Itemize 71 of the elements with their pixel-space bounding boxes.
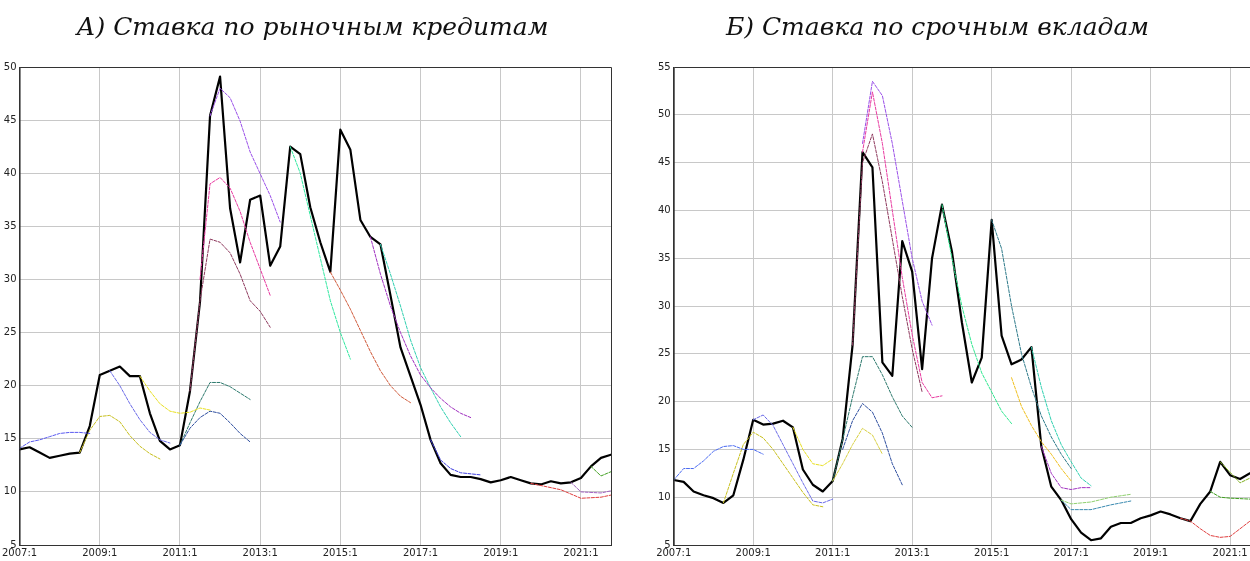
line-series <box>1209 490 1250 500</box>
y-tick-label: 20 <box>657 395 671 407</box>
line-series <box>329 271 412 404</box>
line-series <box>852 133 923 393</box>
y-tick-label: 25 <box>3 326 17 338</box>
y-tick-label: 20 <box>3 379 17 391</box>
y-tick-label: 15 <box>657 442 671 454</box>
line-series <box>991 219 1072 470</box>
line-series <box>79 414 161 460</box>
x-tick-label: 2019:1 <box>483 546 519 558</box>
line-series <box>673 445 764 481</box>
x-tick-label: 2017:1 <box>402 546 439 558</box>
line-series <box>199 176 271 296</box>
line-series <box>430 439 482 476</box>
x-tick-label: 2013:1 <box>894 546 930 558</box>
line-series <box>792 426 834 467</box>
y-tick-label: 50 <box>657 108 671 120</box>
line-series <box>139 375 211 414</box>
y-tick-label: 40 <box>3 166 17 178</box>
y-tick-label: 40 <box>657 203 671 215</box>
line-series <box>832 427 883 482</box>
x-tick-label: 2021:1 <box>1212 546 1248 558</box>
line-series <box>179 410 251 446</box>
y-tick-label: 10 <box>657 490 671 502</box>
line-series <box>862 80 933 326</box>
y-tick-label: 30 <box>3 273 17 285</box>
x-tick-label: 2013:1 <box>242 546 278 558</box>
line-series <box>1179 517 1250 538</box>
y-tick-label: 25 <box>657 347 671 359</box>
line-series <box>1030 346 1092 487</box>
x-tick-label: 2021:1 <box>563 546 599 558</box>
x-tick-label: 2009:1 <box>82 546 118 558</box>
y-tick-label: 45 <box>3 113 17 125</box>
y-tick-label: 35 <box>3 219 17 231</box>
chart-title: А) Ставка по рыночным кредитам <box>74 12 550 41</box>
line-series <box>189 238 271 392</box>
line-series <box>832 356 913 482</box>
y-tick-label: 55 <box>657 60 671 72</box>
line-series <box>289 146 351 360</box>
x-tick-label: 2015:1 <box>322 546 358 558</box>
line-series <box>1011 377 1072 482</box>
x-tick-label: 2011:1 <box>162 546 198 558</box>
y-tick-label: 10 <box>3 485 17 497</box>
y-tick-label: 30 <box>657 299 671 311</box>
line-series <box>1060 499 1132 511</box>
line-series <box>862 91 943 399</box>
line-series <box>209 87 281 223</box>
x-tick-label: 2009:1 <box>735 546 771 558</box>
line-series <box>722 431 824 508</box>
line-series <box>570 481 611 494</box>
chart-title: Б) Ставка по срочным вкладам <box>724 12 1151 41</box>
line-series <box>530 482 611 499</box>
x-tick-label: 2017:1 <box>1053 546 1089 558</box>
line-series <box>1040 446 1092 491</box>
line-series <box>941 204 1013 425</box>
y-tick-label: 50 <box>3 60 17 72</box>
y-tick-label: 35 <box>657 251 671 263</box>
x-tick-label: 2015:1 <box>974 546 1010 558</box>
y-tick-label: 45 <box>657 156 671 168</box>
line-series <box>1060 493 1132 505</box>
y-tick-label: 15 <box>3 432 17 444</box>
line-series <box>379 243 462 438</box>
line-series <box>369 236 472 419</box>
line-series <box>179 381 251 446</box>
x-tick-label: 2019:1 <box>1133 546 1169 558</box>
x-tick-label: 2011:1 <box>815 546 851 558</box>
line-series <box>842 403 903 486</box>
line-series <box>752 414 834 504</box>
line-series <box>1219 461 1250 484</box>
line-series <box>19 431 91 449</box>
line-series <box>109 370 171 444</box>
